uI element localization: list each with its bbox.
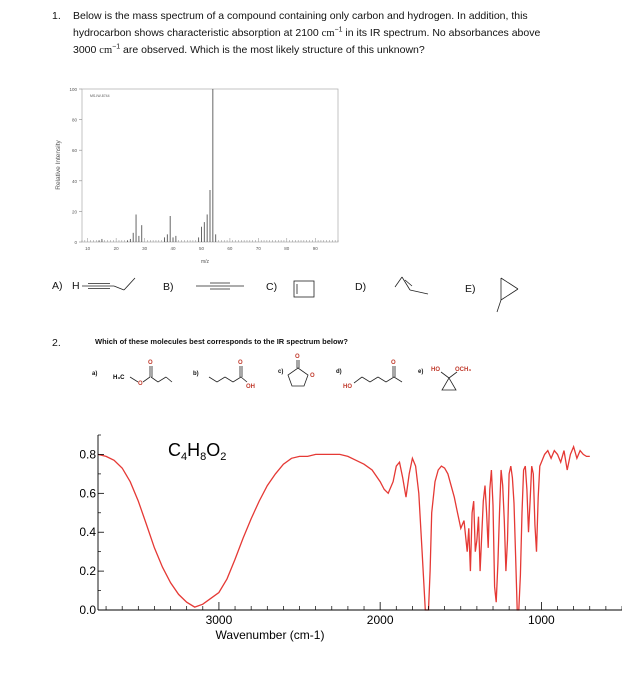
option-b-structure[interactable]: O OH — [205, 355, 265, 389]
ir-x-tick-label: 2000 — [367, 613, 394, 627]
ms-x-axis-label: m/z — [201, 259, 210, 265]
ms-x-tick-label: 20 — [114, 246, 120, 251]
option-a-structure[interactable]: H₃C O O — [108, 355, 174, 387]
unit-cm: cm — [99, 45, 113, 56]
ms-spectrum-code: MS-IW-8744 — [90, 94, 110, 98]
answer-d-structure[interactable] — [392, 272, 432, 300]
ms-x-tick-label: 50 — [199, 246, 205, 251]
ir-y-tick-label: 0.2 — [80, 564, 96, 578]
question-1-line-1: Below is the mass spectrum of a compound… — [73, 10, 528, 22]
svg-text:O: O — [391, 360, 396, 366]
unit-cm: cm — [321, 28, 335, 39]
option-b-label[interactable]: b) — [193, 371, 199, 377]
ms-x-tick-label: 10 — [85, 246, 91, 251]
unit-exponent: −1 — [334, 26, 343, 34]
option-d-label[interactable]: d) — [336, 369, 342, 375]
answer-d-label[interactable]: D) — [355, 281, 367, 293]
ms-x-tick-label: 90 — [313, 246, 319, 251]
question-1: 1. Below is the mass spectrum of a compo… — [52, 8, 612, 59]
ir-spectrum-chart: 3000 2000 1000 0.0 0.2 0.4 0.6 0.8 C4H8O2 Wave… — [80, 434, 622, 642]
option-c-label[interactable]: c) — [278, 369, 284, 375]
option-a-label[interactable]: a) — [92, 371, 98, 377]
question-1-line-3: 3000 cm−1 are observed. Which is the mos… — [73, 43, 425, 57]
option-c-structure[interactable]: O O — [283, 350, 323, 390]
ms-y-tick-label: 20 — [72, 209, 78, 214]
svg-text:O: O — [138, 381, 143, 387]
svg-text:OCH₃: OCH₃ — [455, 367, 471, 373]
ir-y-tick-label: 0.6 — [80, 486, 96, 500]
ir-x-tick-label: 1000 — [528, 613, 555, 627]
answer-e-structure[interactable] — [493, 270, 533, 318]
ms-x-tick-label: 40 — [171, 246, 177, 251]
option-e-structure[interactable]: HO OCH₃ — [425, 360, 495, 394]
answer-b-structure[interactable] — [194, 278, 250, 294]
ir-spectrum-line — [97, 444, 590, 611]
ms-x-tick-label: 30 — [142, 246, 148, 251]
answer-a-label[interactable]: A) — [52, 280, 63, 292]
svg-text:O: O — [238, 360, 243, 366]
answer-c-structure[interactable] — [290, 277, 320, 299]
ms-y-tick-label: 100 — [69, 87, 77, 92]
ms-y-tick-label: 0 — [74, 240, 77, 245]
ms-y-axis-label: Relative Intensity — [55, 140, 62, 190]
ms-x-tick-label: 60 — [227, 246, 233, 251]
option-d-structure[interactable]: HO O — [338, 355, 418, 389]
ir-x-tick-label: 3000 — [206, 613, 233, 627]
ms-x-tick-label: 80 — [284, 246, 290, 251]
ms-y-tick-label: 80 — [72, 118, 78, 123]
answer-c-label[interactable]: C) — [266, 281, 278, 293]
ir-y-tick-label: 0.0 — [80, 603, 96, 617]
ir-formula: C4H8O2 — [168, 440, 226, 463]
ms-x-tick-label: 70 — [256, 246, 262, 251]
svg-text:O: O — [148, 360, 153, 366]
answer-a-structure[interactable] — [80, 273, 138, 295]
answer-a-hydrogen: H — [72, 280, 80, 292]
ms-y-tick-label: 60 — [72, 148, 78, 153]
svg-text:OH: OH — [246, 384, 255, 389]
mass-spectrum-chart: 10 20 30 40 50 60 70 80 90 0 20 40 60 80 100 MS-IW-87… — [55, 87, 339, 265]
svg-text:O: O — [310, 373, 315, 379]
question-1-line-2: hydrocarbon shows characteristic absorpt… — [73, 26, 541, 40]
ir-y-tick-label: 0.8 — [80, 447, 96, 461]
question-2-number: 2. — [52, 337, 61, 349]
question-1-number: 1. — [52, 10, 61, 22]
ir-x-axis-label: Wavenumber (cm-1) — [216, 628, 325, 642]
svg-text:O: O — [295, 354, 300, 360]
svg-text:HO: HO — [431, 367, 440, 373]
svg-text:HO: HO — [343, 384, 352, 389]
answer-b-label[interactable]: B) — [163, 281, 174, 293]
svg-text:H₃C: H₃C — [113, 375, 125, 381]
ir-y-tick-label: 0.4 — [80, 525, 96, 539]
option-e-label[interactable]: e) — [418, 369, 424, 375]
question-2-text: Which of these molecules best correspond… — [95, 337, 348, 346]
answer-e-label[interactable]: E) — [465, 283, 476, 295]
unit-exponent: −1 — [112, 43, 121, 51]
ms-y-tick-label: 40 — [72, 179, 78, 184]
